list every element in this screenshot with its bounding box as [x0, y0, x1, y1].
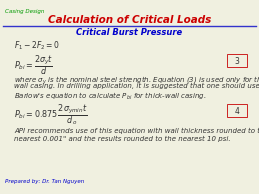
FancyBboxPatch shape [227, 54, 247, 67]
Text: $P_{bi} = \dfrac{2\sigma_y t}{d}$: $P_{bi} = \dfrac{2\sigma_y t}{d}$ [14, 54, 53, 77]
Text: 3: 3 [235, 56, 239, 66]
Text: Casing Design: Casing Design [5, 9, 44, 14]
Text: wall casing. In drilling application, it is suggested that one should use: wall casing. In drilling application, it… [14, 83, 259, 89]
Text: Barlow's equation to calculate $P_{bi}$ for thick-wall casing.: Barlow's equation to calculate $P_{bi}$ … [14, 91, 206, 102]
Text: API recommends use of this equation with wall thickness rounded to the: API recommends use of this equation with… [14, 128, 259, 134]
Text: Prepared by: Dr. Tan Nguyen: Prepared by: Dr. Tan Nguyen [5, 179, 84, 184]
Text: nearest 0.001" and the results rounded to the nearest 10 psi.: nearest 0.001" and the results rounded t… [14, 136, 231, 142]
FancyBboxPatch shape [227, 104, 247, 117]
Text: Calculation of Critical Loads: Calculation of Critical Loads [48, 15, 211, 25]
Text: where $\sigma_y$ is the nominal steel strength. Equation (3) is used only for th: where $\sigma_y$ is the nominal steel st… [14, 75, 259, 87]
Text: Critical Burst Pressure: Critical Burst Pressure [76, 28, 183, 37]
Text: 4: 4 [235, 107, 239, 115]
Text: $P_{bi} = 0.875\,\dfrac{2\sigma_{ymin}t}{d_o}$: $P_{bi} = 0.875\,\dfrac{2\sigma_{ymin}t}… [14, 102, 88, 127]
Text: $F_1 - 2F_2 = 0$: $F_1 - 2F_2 = 0$ [14, 39, 60, 51]
